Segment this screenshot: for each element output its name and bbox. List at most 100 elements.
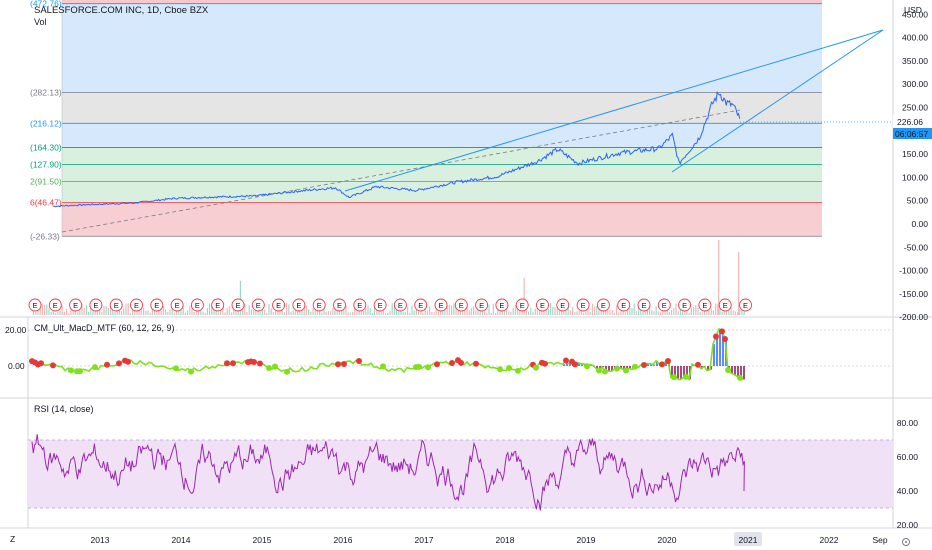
volume-bar [244,303,246,315]
volume-bar [737,312,739,315]
volume-bar [642,311,644,315]
rsi-pane[interactable]: RSI (14, close) [28,404,893,511]
earnings-marker[interactable]: E [48,298,62,312]
rsi-indicator-label[interactable]: RSI (14, close) [34,404,94,414]
price-axis[interactable]: 450.00400.00350.00300.00250.00200.00150.… [899,9,928,322]
volume-bar [470,308,472,315]
earnings-marker[interactable]: E [678,298,692,312]
chart-settings-icon[interactable] [902,538,910,546]
macd-indicator-label[interactable]: CM_Ult_MacD_MTF (60, 12, 26, 9) [34,323,175,333]
volume-bar [101,311,103,315]
volume-bar [486,312,488,315]
trend-line-dashed[interactable] [61,109,741,233]
volume-bar [275,310,277,315]
earnings-marker[interactable]: E [109,298,123,312]
earnings-marker[interactable]: E [292,298,306,312]
macd-hist-bar [653,364,655,366]
earnings-marker[interactable]: E [150,298,164,312]
earnings-marker[interactable]: E [130,298,143,312]
volume-bar [517,308,519,315]
volume-bar [189,305,191,315]
volume-bar [206,308,208,315]
macd-dot [506,365,512,371]
earnings-marker[interactable]: E [596,298,610,312]
earnings-marker[interactable]: E [89,298,103,312]
volume-bar [554,307,556,315]
volume-bar [578,310,580,315]
trend-line-lower[interactable] [671,29,884,173]
earnings-marker[interactable]: E [657,298,671,312]
earnings-marker[interactable]: E [617,298,631,312]
macd-dot [104,361,110,368]
earnings-marker[interactable]: E [393,298,407,312]
volume-bar [35,312,37,315]
volume-bar [429,306,431,315]
earnings-marker[interactable]: E [718,298,732,312]
fibonacci-retracement[interactable] [61,0,822,237]
earnings-marker[interactable]: E [272,298,286,312]
earnings-marker[interactable]: E [211,298,225,312]
price-series-line[interactable] [52,90,741,208]
earnings-marker[interactable]: E [739,298,752,312]
earnings-marker[interactable]: E [373,298,387,312]
volume-bar [719,308,721,315]
volume-bar [492,303,494,315]
time-axis-tick: 2017 [415,535,434,545]
rsi-axis-tick: 40.00 [897,486,919,496]
macd-pane[interactable]: CM_Ult_MacD_MTF (60, 12, 26, 9) [28,323,893,381]
current-price-tag: 226.06 06:06:57 [740,115,932,139]
volume-bar [88,312,90,315]
earnings-marker[interactable]: E [495,298,509,312]
earnings-marker[interactable]: E [251,298,265,312]
volume-bar [228,306,230,315]
rsi-axis-tick: 80.00 [897,418,919,428]
earnings-marker[interactable]: E [536,298,549,312]
macd-dot [713,333,719,340]
volume-bar [657,311,659,315]
volume-bar [565,308,567,315]
volume-bar [609,310,611,315]
trend-channel[interactable] [61,29,884,233]
timezone-z-button[interactable]: Z [10,534,15,544]
fib-level-label: (282.13) [30,88,62,98]
symbol-title[interactable]: SALESFORCE.COM INC, 1D, Cboe BZX [34,5,209,16]
volume-bar [312,308,314,315]
earnings-marker[interactable]: E [637,298,651,312]
macd-hist-bar [686,366,688,377]
volume-bar [739,309,741,315]
earnings-marker[interactable]: E [28,298,42,312]
volume-bar [294,306,296,315]
volume-bar [213,307,215,315]
earnings-marker[interactable]: E [556,298,570,312]
volume-bar [323,307,325,315]
volume-bar [61,305,63,315]
earnings-marker[interactable]: E [475,298,489,312]
earnings-marker[interactable]: E [312,298,326,312]
earnings-marker[interactable]: E [353,298,367,312]
earnings-marker[interactable]: E [170,298,184,312]
earnings-marker[interactable]: E [190,298,204,312]
earnings-marker[interactable]: E [698,298,712,312]
earnings-marker-letter: E [723,301,728,310]
earnings-marker[interactable]: E [434,298,448,312]
trend-line-upper[interactable] [344,29,884,192]
earnings-marker[interactable]: E [576,298,590,312]
earnings-marker[interactable]: E [414,298,428,312]
earnings-marker-letter: E [702,301,707,310]
earnings-marker-letter: E [520,301,525,310]
volume-bar [118,306,120,315]
time-axis[interactable]: 2013 2014 2015 2016 2017 2018 2019 2020 2021 2022… [91,532,888,546]
earnings-marker[interactable]: E [515,298,529,312]
earnings-marker[interactable]: E [454,298,468,312]
earnings-marker[interactable]: E [333,298,346,312]
earnings-marker[interactable]: E [69,298,83,312]
volume-bar [50,312,52,315]
volume-label[interactable]: Vol [34,17,47,27]
macd-hist-bar [623,366,625,370]
earnings-marker[interactable]: E [231,298,245,312]
volume-bar [253,310,255,315]
earnings-marker-letter: E [438,301,443,310]
volume-bar [675,303,677,315]
